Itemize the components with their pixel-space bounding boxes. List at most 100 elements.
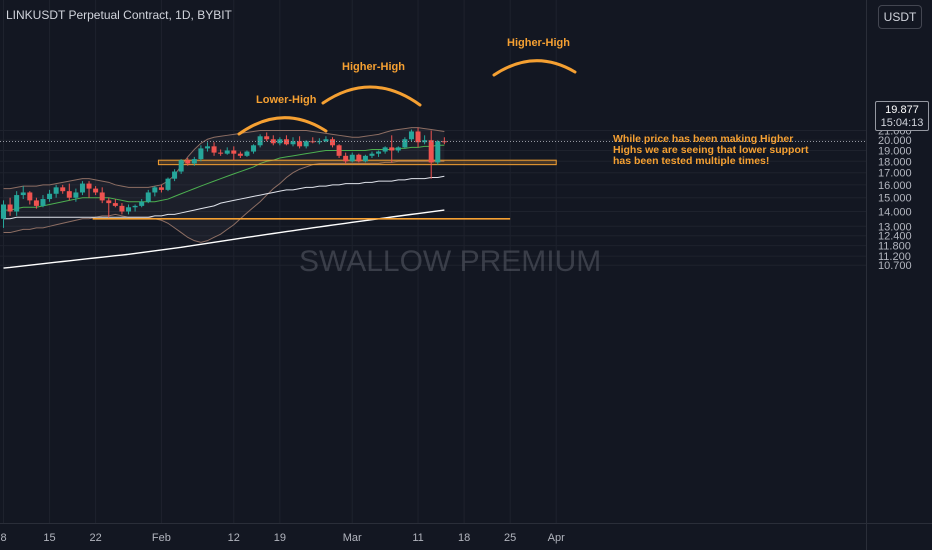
candle-body	[119, 205, 125, 212]
candle-body	[264, 136, 270, 140]
candle-body	[20, 192, 26, 196]
candle-body	[330, 139, 335, 146]
candle-body	[106, 200, 112, 204]
candle-body	[389, 147, 395, 151]
candle-body	[336, 145, 342, 156]
candle-body	[79, 183, 85, 193]
y-tick-label: 20.000	[878, 135, 912, 147]
y-tick-label: 11.800	[878, 241, 911, 253]
x-tick-label: 12	[228, 532, 240, 544]
candle-body	[145, 192, 151, 202]
x-tick-label: 11	[412, 532, 423, 544]
candle-body	[139, 201, 145, 206]
last-price-tag: 19.877 15:04:13	[875, 101, 929, 131]
candle-body	[126, 207, 132, 212]
candle-body	[224, 150, 230, 154]
y-tick-label: 18.000	[878, 156, 912, 168]
grid	[0, 0, 866, 523]
x-tick-label: 18	[458, 532, 470, 544]
candle-body	[60, 187, 66, 192]
candle-body	[99, 192, 105, 201]
candle-body	[158, 187, 164, 190]
candle-body	[172, 171, 178, 179]
y-tick-label: 15.000	[878, 193, 912, 205]
candle-body	[73, 192, 79, 198]
bar-countdown: 15:04:13	[880, 117, 924, 129]
candle-body	[132, 205, 138, 208]
high-arc	[321, 85, 422, 107]
candle-body	[112, 203, 118, 206]
candle-body	[93, 188, 99, 193]
higher-high-label: Higher-High	[342, 61, 405, 73]
candle-body	[198, 148, 204, 160]
candle-body	[376, 151, 382, 154]
candle-body	[415, 131, 421, 143]
candle-body	[408, 131, 414, 140]
x-tick-label: 8	[0, 532, 6, 544]
bb-upper-line	[3, 127, 445, 190]
x-tick-label: 19	[274, 532, 286, 544]
candle-body	[244, 151, 250, 156]
bb-basis-line	[3, 144, 445, 211]
candle-body	[283, 139, 289, 145]
candle-body	[185, 160, 191, 164]
candle-body	[152, 187, 158, 193]
candle-body	[53, 187, 59, 194]
lower-high-label: Lower-High	[256, 94, 317, 106]
candle-body	[237, 153, 243, 156]
candle-body	[86, 183, 92, 189]
candle-body	[362, 155, 368, 162]
candle-body	[191, 159, 197, 164]
higher-high-label-2: Higher-High	[507, 37, 570, 49]
x-tick-label: Mar	[343, 532, 362, 544]
candle-body	[343, 155, 349, 162]
candle-body	[290, 141, 296, 145]
currency-button[interactable]: USDT	[878, 5, 922, 29]
y-tick-label: 14.000	[878, 207, 912, 219]
candle-body	[218, 152, 224, 154]
candle-body	[66, 191, 72, 198]
bollinger-bands	[3, 127, 445, 269]
candle-body	[349, 154, 355, 162]
high-arcs	[237, 59, 577, 136]
candle-body	[257, 136, 263, 146]
candle-body	[356, 154, 362, 162]
candle-body	[435, 141, 441, 163]
y-tick-label: 11.200	[878, 251, 911, 263]
candle-body	[316, 141, 322, 143]
candle-body	[47, 193, 53, 200]
candle-body	[33, 200, 39, 206]
candle-body	[303, 141, 309, 147]
x-tick-label: Apr	[548, 532, 565, 544]
analysis-note: While price has been making Higher Highs…	[613, 133, 809, 167]
candle-body	[165, 178, 171, 190]
x-tick-label: 22	[89, 532, 101, 544]
last-price: 19.877	[885, 104, 919, 116]
candle-body	[382, 147, 388, 152]
symbol-title[interactable]: LINKUSDT Perpetual Contract, 1D, BYBIT	[6, 8, 232, 22]
band-fill	[3, 127, 445, 243]
candle-body	[1, 204, 6, 219]
candle-body	[422, 140, 428, 143]
candle-body	[231, 150, 237, 154]
candle-body	[27, 192, 33, 201]
candle-body	[323, 139, 329, 142]
candle-body	[14, 195, 20, 212]
candle-body	[402, 139, 408, 148]
x-tick-label: 15	[43, 532, 55, 544]
candle-body	[428, 140, 434, 163]
candle-body	[211, 146, 217, 153]
candle-body	[7, 204, 13, 212]
candles	[1, 127, 447, 228]
candle-body	[204, 146, 210, 149]
x-tick-label: Feb	[152, 532, 171, 544]
candle-body	[251, 145, 257, 152]
candle-body	[40, 199, 46, 206]
bb-lower-line	[3, 160, 445, 243]
candle-body	[395, 147, 401, 151]
candle-body	[178, 160, 184, 172]
y-tick-label: 19.000	[878, 145, 912, 157]
y-tick-label: 16.000	[878, 180, 912, 192]
